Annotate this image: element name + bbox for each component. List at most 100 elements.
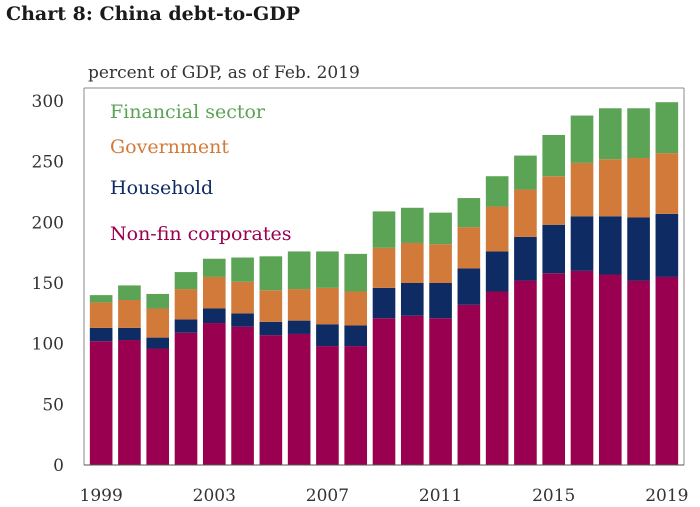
bar-1999-series-1: [89, 327, 113, 342]
bar-2001-series-3: [146, 293, 170, 309]
bar-2007-series-3: [316, 251, 339, 288]
legend-item-government: Government: [110, 136, 229, 158]
x-tick-label-2007: 2007: [306, 486, 349, 506]
bar-2000-series-2: [118, 299, 141, 328]
bar-2013-series-1: [485, 251, 509, 292]
bar-2001-series-2: [146, 308, 170, 338]
legend-item-non-fin-corporates: Non-fin corporates: [110, 223, 291, 245]
bar-2019-series-0: [655, 276, 679, 465]
bar-2001-series-0: [146, 348, 170, 465]
x-tick-label-2003: 2003: [193, 486, 236, 506]
bar-2017-series-1: [598, 216, 622, 275]
bar-2019-series-3: [655, 102, 679, 154]
bar-2012-series-1: [457, 268, 481, 305]
bar-2014-series-1: [514, 236, 537, 281]
bar-2015-series-3: [542, 134, 566, 177]
bar-2004-series-3: [231, 257, 254, 282]
y-tick-label-200: 200: [32, 213, 64, 233]
bar-2006-series-3: [287, 251, 311, 290]
bar-2000-series-3: [118, 285, 141, 300]
bar-1999-series-3: [89, 295, 113, 303]
bar-2005-series-0: [259, 335, 283, 465]
bar-2014-series-2: [514, 189, 537, 237]
x-tick-label-2015: 2015: [532, 486, 575, 506]
bar-2003-series-1: [202, 308, 226, 324]
bar-2019-series-2: [655, 153, 679, 214]
bar-2006-series-0: [287, 333, 311, 465]
bar-2003-series-3: [202, 258, 226, 277]
bar-2017-series-3: [598, 108, 622, 160]
bar-2016-series-0: [570, 270, 594, 465]
bar-2018-series-0: [627, 280, 650, 465]
bar-2012-series-0: [457, 304, 481, 465]
bar-2001-series-1: [146, 337, 170, 349]
bar-2005-series-1: [259, 321, 283, 336]
bar-2000-series-1: [118, 327, 141, 341]
y-tick-label-50: 50: [42, 395, 64, 415]
bar-2006-series-2: [287, 289, 311, 321]
bar-2002-series-2: [174, 289, 198, 320]
bar-2015-series-1: [542, 224, 566, 274]
bar-2009-series-1: [372, 287, 396, 319]
bar-2002-series-3: [174, 272, 198, 290]
bar-2007-series-1: [316, 324, 339, 347]
plot-area: [83, 87, 685, 466]
bar-2011-series-0: [429, 318, 452, 465]
bar-2010-series-3: [400, 207, 424, 243]
bar-2003-series-0: [202, 323, 226, 465]
bar-2018-series-1: [627, 217, 650, 281]
bar-2007-series-0: [316, 346, 339, 465]
bar-2009-series-0: [372, 318, 396, 465]
bar-2002-series-0: [174, 332, 198, 465]
bar-2013-series-3: [485, 176, 509, 207]
bar-2013-series-0: [485, 291, 509, 465]
bar-2009-series-2: [372, 247, 396, 288]
bar-2011-series-3: [429, 212, 452, 245]
bar-2010-series-0: [400, 315, 424, 465]
y-tick-label-300: 300: [32, 92, 64, 112]
bar-2005-series-3: [259, 256, 283, 291]
bar-2005-series-2: [259, 290, 283, 322]
bar-2013-series-2: [485, 206, 509, 252]
bar-2008-series-2: [344, 291, 368, 326]
bar-2016-series-1: [570, 216, 594, 271]
bar-2004-series-2: [231, 281, 254, 314]
bar-2015-series-0: [542, 273, 566, 465]
bar-2016-series-3: [570, 115, 594, 163]
bar-2006-series-1: [287, 320, 311, 334]
x-tick-label-2011: 2011: [419, 486, 462, 506]
bar-2003-series-2: [202, 276, 226, 309]
bar-2018-series-2: [627, 158, 650, 218]
y-tick-label-250: 250: [32, 153, 64, 173]
bar-2007-series-2: [316, 287, 339, 325]
bar-2000-series-0: [118, 340, 141, 465]
x-tick-label-2019: 2019: [645, 486, 688, 506]
y-tick-label-100: 100: [32, 335, 64, 355]
x-axis: 1999 2003 2007 2011 2015 2019: [80, 486, 689, 506]
bar-2004-series-0: [231, 326, 254, 465]
bar-2011-series-1: [429, 283, 452, 319]
x-tick-label-1999: 1999: [80, 486, 123, 506]
bar-2004-series-1: [231, 313, 254, 327]
bar-2008-series-3: [344, 253, 368, 292]
y-axis: 0 50 100 150 200 250 300: [32, 92, 64, 476]
bar-2017-series-0: [598, 274, 622, 465]
bar-1999-series-0: [89, 341, 113, 465]
chart-title: Chart 8: China debt-to-GDP: [6, 3, 300, 25]
legend-item-household: Household: [110, 177, 213, 199]
bar-2008-series-1: [344, 325, 368, 347]
bars-group: [89, 102, 679, 465]
bar-2010-series-2: [400, 242, 424, 283]
y-tick-label-0: 0: [53, 456, 64, 476]
bar-2014-series-3: [514, 155, 537, 190]
y-tick-label-150: 150: [32, 274, 64, 294]
bar-1999-series-2: [89, 302, 113, 328]
bar-2012-series-3: [457, 198, 481, 228]
bar-2012-series-2: [457, 227, 481, 269]
bar-2016-series-2: [570, 162, 594, 217]
bar-2010-series-1: [400, 283, 424, 316]
bar-2011-series-2: [429, 244, 452, 283]
bar-2009-series-3: [372, 211, 396, 248]
bar-2015-series-2: [542, 176, 566, 225]
